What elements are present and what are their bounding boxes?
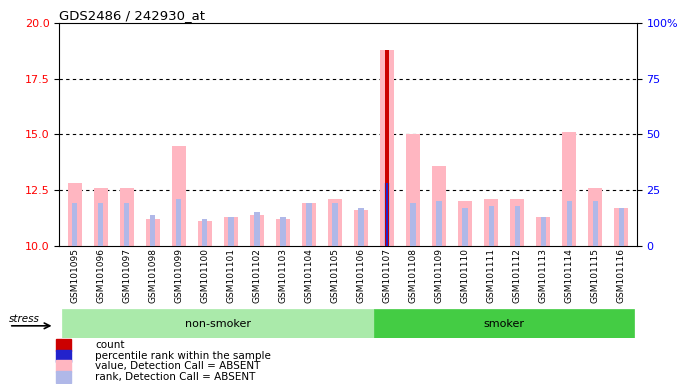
Text: value, Detection Call = ABSENT: value, Detection Call = ABSENT xyxy=(95,361,260,371)
Bar xyxy=(150,215,155,246)
Bar xyxy=(588,188,602,246)
Bar xyxy=(354,210,368,246)
Text: GSM101095: GSM101095 xyxy=(70,248,79,303)
Bar xyxy=(614,208,628,246)
Text: GSM101106: GSM101106 xyxy=(356,248,365,303)
Bar xyxy=(489,206,493,246)
Text: GSM101111: GSM101111 xyxy=(487,248,496,303)
Bar xyxy=(592,201,598,246)
Text: non-smoker: non-smoker xyxy=(185,318,251,329)
Bar xyxy=(254,212,260,246)
Bar xyxy=(385,50,389,246)
Bar xyxy=(510,199,524,246)
Bar xyxy=(386,184,388,246)
Bar xyxy=(374,309,634,338)
Bar xyxy=(280,217,285,246)
Bar xyxy=(514,206,520,246)
Bar xyxy=(62,309,374,338)
Text: count: count xyxy=(95,340,125,350)
Text: GSM101102: GSM101102 xyxy=(253,248,262,303)
Bar xyxy=(124,204,129,246)
Bar xyxy=(384,184,390,246)
Bar xyxy=(72,204,77,246)
Bar xyxy=(120,188,134,246)
Text: GSM101100: GSM101100 xyxy=(200,248,209,303)
Text: GSM101097: GSM101097 xyxy=(122,248,132,303)
Bar xyxy=(145,219,160,246)
Bar xyxy=(98,204,104,246)
Bar xyxy=(536,217,551,246)
Text: GSM101107: GSM101107 xyxy=(383,248,392,303)
Bar xyxy=(432,166,446,246)
Bar xyxy=(328,199,342,246)
Text: stress: stress xyxy=(9,314,40,324)
Text: GSM101110: GSM101110 xyxy=(461,248,470,303)
Bar xyxy=(333,204,338,246)
Bar xyxy=(56,360,72,372)
Bar xyxy=(276,219,290,246)
Bar xyxy=(463,208,468,246)
Text: rank, Detection Call = ABSENT: rank, Detection Call = ABSENT xyxy=(95,372,255,382)
Bar xyxy=(56,371,72,383)
Text: smoker: smoker xyxy=(484,318,525,329)
Bar xyxy=(203,219,207,246)
Bar xyxy=(228,217,233,246)
Text: GDS2486 / 242930_at: GDS2486 / 242930_at xyxy=(59,9,205,22)
Text: percentile rank within the sample: percentile rank within the sample xyxy=(95,351,271,361)
Text: GSM101103: GSM101103 xyxy=(278,248,287,303)
Text: GSM101112: GSM101112 xyxy=(513,248,521,303)
Bar xyxy=(172,146,186,246)
Text: GSM101114: GSM101114 xyxy=(564,248,574,303)
Bar xyxy=(436,201,442,246)
Text: GSM101113: GSM101113 xyxy=(539,248,548,303)
Bar xyxy=(56,350,72,362)
Bar xyxy=(198,221,212,246)
Text: GSM101099: GSM101099 xyxy=(175,248,183,303)
Text: GSM101108: GSM101108 xyxy=(409,248,418,303)
Bar xyxy=(619,208,624,246)
Bar xyxy=(302,204,316,246)
Bar xyxy=(380,50,394,246)
Bar xyxy=(94,188,108,246)
Bar xyxy=(358,208,363,246)
Text: GSM101115: GSM101115 xyxy=(591,248,600,303)
Text: GSM101116: GSM101116 xyxy=(617,248,626,303)
Bar xyxy=(68,184,82,246)
Bar xyxy=(223,217,238,246)
Text: GSM101101: GSM101101 xyxy=(226,248,235,303)
Bar xyxy=(484,199,498,246)
Bar xyxy=(567,201,572,246)
Text: GSM101098: GSM101098 xyxy=(148,248,157,303)
Text: GSM101109: GSM101109 xyxy=(434,248,443,303)
Bar xyxy=(541,217,546,246)
Bar xyxy=(406,134,420,246)
Text: GSM101096: GSM101096 xyxy=(96,248,105,303)
Text: GSM101104: GSM101104 xyxy=(304,248,313,303)
Bar xyxy=(176,199,182,246)
Text: GSM101105: GSM101105 xyxy=(331,248,340,303)
Bar xyxy=(306,204,312,246)
Bar xyxy=(458,201,473,246)
Bar xyxy=(56,339,72,351)
Bar xyxy=(411,204,416,246)
Bar xyxy=(562,132,576,246)
Bar xyxy=(250,215,264,246)
